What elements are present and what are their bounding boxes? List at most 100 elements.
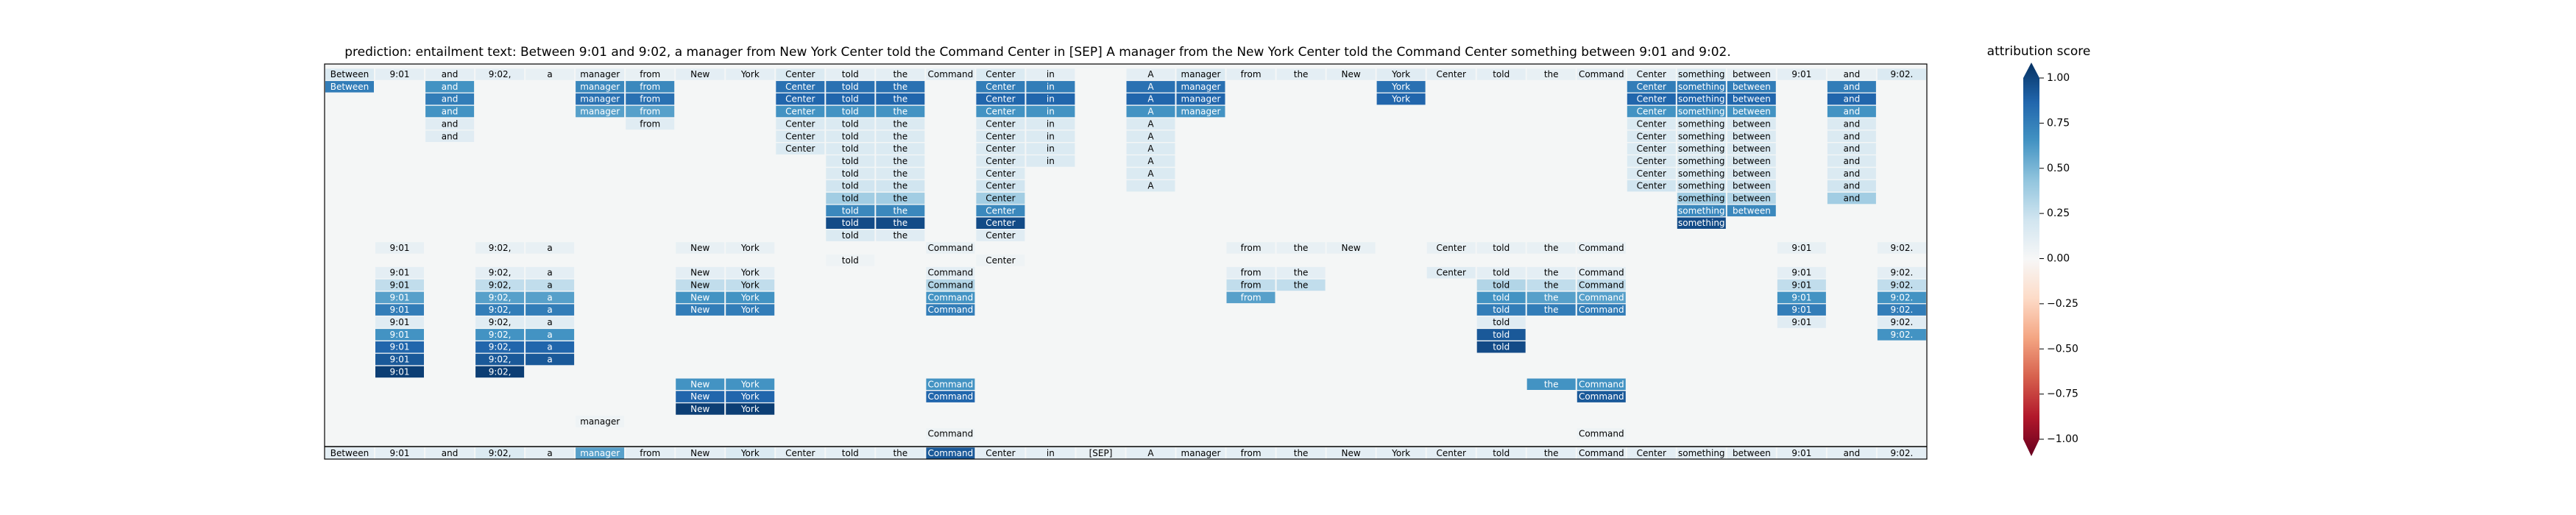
- heatmap-cell: [576, 416, 625, 427]
- heatmap-cell: [976, 217, 1025, 229]
- heatmap-cell: [1577, 391, 1626, 402]
- token-label: New: [690, 292, 710, 302]
- token-label: a: [547, 355, 552, 365]
- heatmap-cell: [1677, 155, 1726, 167]
- heatmap-cell: [726, 68, 775, 80]
- heatmap-cell: [1777, 447, 1826, 459]
- heatmap-cell: [1577, 68, 1626, 80]
- heatmap-cell: [1627, 130, 1676, 142]
- heatmap-cell: [576, 447, 625, 459]
- heatmap-cell: [1827, 447, 1876, 459]
- token-label: 9:02,: [489, 355, 512, 365]
- token-label: York: [740, 280, 760, 291]
- heatmap-cell: [976, 205, 1025, 217]
- heatmap-cell: [526, 291, 575, 304]
- heatmap-cell: [1877, 266, 1926, 279]
- heatmap-cell: [826, 118, 875, 130]
- token-label: told: [1493, 69, 1510, 79]
- heatmap-cell: [475, 291, 525, 304]
- token-label: A: [1147, 448, 1154, 458]
- token-label: the: [1544, 268, 1559, 278]
- token-label: the: [1294, 243, 1309, 253]
- heatmap-cell: [526, 329, 575, 341]
- token-label: something: [1678, 168, 1725, 179]
- heatmap-cell: [1126, 130, 1175, 142]
- heatmap-cell: [1276, 68, 1326, 80]
- colorbar: [2023, 63, 2039, 456]
- heatmap-cell: [626, 81, 675, 93]
- token-label: Command: [1579, 268, 1624, 278]
- heatmap-cell: [1827, 180, 1876, 192]
- token-label: in: [1047, 107, 1055, 117]
- heatmap-cell: [526, 316, 575, 328]
- heatmap-cell: [676, 391, 725, 402]
- token-label: York: [1391, 82, 1410, 92]
- heatmap-cell: [626, 93, 675, 105]
- heatmap-cell: [375, 316, 424, 328]
- colorbar-tick-label: 0.00: [2047, 253, 2070, 265]
- token-label: A: [1147, 118, 1154, 129]
- token-label: New: [690, 69, 710, 79]
- heatmap-cell: [475, 329, 525, 341]
- token-label: and: [442, 82, 459, 92]
- colorbar-tick-label: 0.75: [2047, 117, 2070, 129]
- token-label: 9:02,: [489, 69, 512, 79]
- heatmap-cell: [1777, 291, 1826, 304]
- token-label: 9:01: [1791, 305, 1811, 315]
- heatmap-cell: [926, 447, 975, 459]
- token-label: something: [1678, 107, 1725, 117]
- heatmap-cell: [475, 366, 525, 378]
- token-label: Center: [986, 168, 1015, 179]
- token-label: Command: [928, 391, 974, 402]
- token-label: Center: [986, 94, 1015, 104]
- token-label: Center: [1637, 181, 1666, 191]
- heatmap-cell: [776, 118, 825, 130]
- heatmap-cell: [826, 68, 875, 80]
- token-label: 9:02,: [489, 330, 512, 340]
- heatmap-cell: [1126, 155, 1175, 167]
- token-label: a: [547, 330, 552, 340]
- heatmap-cell: [1677, 447, 1726, 459]
- heatmap-cell: [976, 447, 1025, 459]
- token-label: told: [1493, 448, 1510, 458]
- token-label: Command: [928, 448, 974, 458]
- token-label: the: [893, 82, 907, 92]
- heatmap-cell: [425, 118, 475, 130]
- colorbar-tick-label: −0.75: [2047, 388, 2078, 400]
- token-label: Center: [1437, 69, 1466, 79]
- token-label: the: [893, 230, 907, 241]
- token-label: the: [893, 181, 907, 191]
- token-label: and: [442, 448, 459, 458]
- heatmap-cell: [676, 279, 725, 291]
- token-label: Center: [1637, 131, 1666, 141]
- heatmap-cell: [826, 105, 875, 118]
- token-label: between: [1733, 205, 1771, 216]
- heatmap-cell: [1827, 192, 1876, 205]
- token-label: 9:01: [390, 355, 410, 365]
- heatmap-cell: [1727, 168, 1776, 180]
- token-label: a: [547, 268, 552, 278]
- heatmap-cell: [776, 68, 825, 80]
- heatmap-cell: [876, 93, 925, 105]
- heatmap-cell: [776, 105, 825, 118]
- token-label: told: [842, 181, 859, 191]
- token-label: New: [1342, 243, 1361, 253]
- token-label: between: [1733, 156, 1771, 166]
- heatmap-cell: [876, 155, 925, 167]
- heatmap-cell: [1376, 81, 1426, 93]
- heatmap-cell: [425, 93, 475, 105]
- heatmap-cell: [876, 105, 925, 118]
- token-label: and: [1844, 448, 1861, 458]
- heatmap-cell: [826, 205, 875, 217]
- heatmap-cell: [1877, 291, 1926, 304]
- heatmap-cell: [1176, 68, 1225, 80]
- heatmap-cell: [1476, 447, 1526, 459]
- heatmap-cell: [976, 130, 1025, 142]
- heatmap-cell: [1026, 81, 1075, 93]
- token-label: A: [1147, 156, 1154, 166]
- heatmap-cell: [325, 81, 374, 93]
- token-label: from: [1241, 268, 1262, 278]
- token-label: 9:01: [390, 268, 410, 278]
- token-label: 9:02.: [1891, 69, 1914, 79]
- heatmap-cell: [1577, 279, 1626, 291]
